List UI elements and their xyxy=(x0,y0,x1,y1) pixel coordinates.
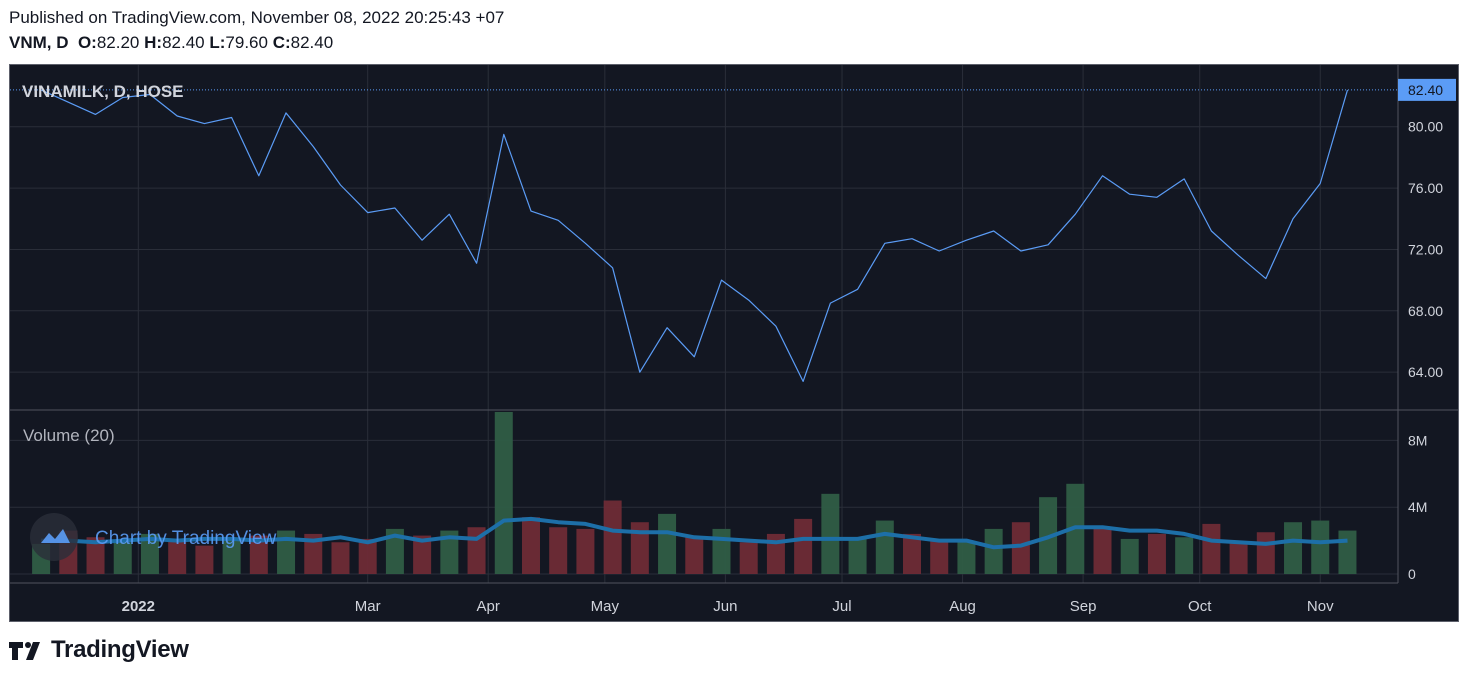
close-value: 82.40 xyxy=(290,33,334,52)
time-axis-label: 2022 xyxy=(122,598,155,615)
tradingview-brand-text: TradingView xyxy=(51,636,189,663)
volume-bar xyxy=(222,540,241,574)
volume-bar xyxy=(1175,537,1194,574)
time-axis-label: Oct xyxy=(1188,598,1212,615)
time-axis-label: Jul xyxy=(832,598,851,615)
volume-axis-tick: 4M xyxy=(1408,499,1427,515)
volume-bar xyxy=(1338,530,1357,574)
volume-bar xyxy=(1229,542,1248,574)
low-label: L: xyxy=(209,33,226,52)
volume-bar xyxy=(739,542,758,574)
volume-bar xyxy=(658,513,677,574)
volume-bar xyxy=(1147,533,1166,574)
volume-axis-tick: 0 xyxy=(1408,566,1416,582)
price-axis-tick: 80.00 xyxy=(1408,119,1443,135)
chart-frame[interactable]: 64.00 68.00 72.00 76.00 80.00 0 4M 8M Chart by T… xyxy=(9,64,1459,622)
watermark-logo-icon xyxy=(30,513,78,561)
open-value: 82.20 xyxy=(96,33,140,52)
volume-bar xyxy=(440,530,459,574)
symbol-label: VNM, D xyxy=(9,33,69,52)
volume-bar xyxy=(576,528,595,574)
volume-bar xyxy=(603,500,622,574)
last-price-tag xyxy=(1398,78,1456,101)
volume-bar xyxy=(521,517,540,574)
time-axis-label: May xyxy=(591,598,620,615)
price-axis-tick: 68.00 xyxy=(1408,303,1443,319)
ohlc-legend: VNM, D O:82.20 H:82.40 L:79.60 C:82.40 xyxy=(9,33,333,53)
volume-bar xyxy=(903,533,922,574)
volume-bar xyxy=(494,411,513,574)
volume-bar xyxy=(331,542,350,574)
volume-axis-tick: 8M xyxy=(1408,432,1427,448)
high-label: H: xyxy=(144,33,163,52)
time-axis-label: Sep xyxy=(1070,598,1097,615)
low-value: 79.60 xyxy=(225,33,268,52)
volume-bar xyxy=(413,535,432,574)
open-label: O: xyxy=(77,33,97,52)
price-pane-title: VINAMILK, D, HOSE xyxy=(22,82,184,101)
time-axis-label: Jun xyxy=(713,598,737,615)
high-value: 82.40 xyxy=(162,33,205,52)
volume-bar xyxy=(821,493,840,574)
tradingview-logo-icon xyxy=(9,642,40,660)
price-axis-tick: 72.00 xyxy=(1408,241,1443,257)
volume-bar xyxy=(685,537,704,574)
volume-bar xyxy=(1093,527,1112,574)
volume-bar xyxy=(1311,520,1330,574)
volume-bar xyxy=(984,528,1003,574)
volume-bar xyxy=(794,518,813,574)
volume-bar xyxy=(304,533,323,574)
time-axis-label: Apr xyxy=(477,598,500,615)
volume-bar xyxy=(1256,532,1275,574)
volume-bar xyxy=(86,537,105,574)
volume-bar xyxy=(957,542,976,574)
volume-bar xyxy=(113,542,132,574)
watermark-cloud-icon xyxy=(41,529,70,543)
chart-canvas[interactable]: 64.00 68.00 72.00 76.00 80.00 0 4M 8M Chart by T… xyxy=(10,65,1458,621)
volume-bar xyxy=(930,540,949,574)
time-axis-label: Nov xyxy=(1307,598,1334,615)
volume-bar xyxy=(195,545,214,574)
volume-moving-average-line xyxy=(41,516,1348,550)
volume-bar xyxy=(848,537,867,574)
volume-bar xyxy=(249,535,268,574)
volume-bar xyxy=(875,520,894,574)
close-label: C: xyxy=(272,33,291,52)
volume-bar xyxy=(385,528,404,574)
price-axis-tick: 64.00 xyxy=(1408,364,1443,380)
time-axis-label: Mar xyxy=(355,598,381,615)
volume-bar xyxy=(277,530,296,574)
price-series-line xyxy=(40,89,1349,382)
published-caption: Published on TradingView.com, November 0… xyxy=(9,8,505,27)
volume-bar xyxy=(630,522,649,574)
volume-bar xyxy=(549,527,568,574)
volume-bar xyxy=(1120,538,1139,574)
volume-bar xyxy=(712,528,731,574)
volume-bar xyxy=(1202,523,1221,574)
time-axis-label: Aug xyxy=(949,598,976,615)
volume-bar xyxy=(358,538,377,574)
volume-pane-title: Volume (20) xyxy=(23,426,115,445)
volume-bar xyxy=(1011,522,1030,574)
watermark-text: Chart by TradingView xyxy=(95,528,277,549)
tradingview-footer-logo[interactable]: TradingView xyxy=(9,636,189,664)
volume-bar xyxy=(168,538,187,574)
last-price-value: 82.40 xyxy=(1408,82,1443,98)
volume-bar xyxy=(1284,522,1303,574)
price-axis-tick: 76.00 xyxy=(1408,180,1443,196)
volume-bar xyxy=(140,533,159,574)
